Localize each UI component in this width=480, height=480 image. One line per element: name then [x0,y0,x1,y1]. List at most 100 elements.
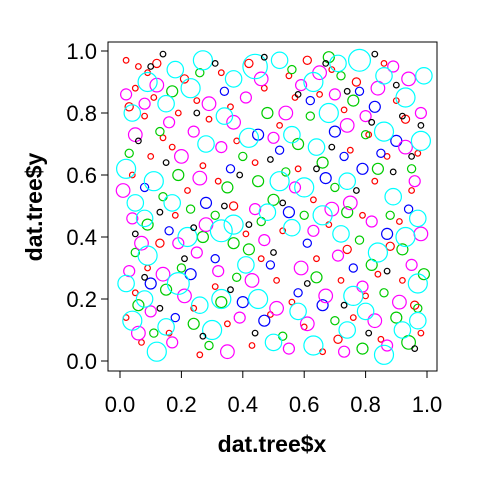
scatter-point [245,221,253,229]
scatter-point [399,112,406,120]
scatter-point [147,152,155,160]
y-tick-label: 0.6 [66,163,97,188]
scatter-point [242,243,255,256]
x-axis: 0.0 0.2 0.4 0.6 0.8 1.0 [105,370,442,417]
scatter-point [258,234,271,247]
scatter-point [385,210,395,220]
scatter-point [122,56,130,64]
scatter-point [270,249,277,256]
scatter-point [236,296,249,309]
scatter-point [117,274,135,293]
scatter-point [157,318,175,336]
scatter-point [258,203,277,221]
scatter-point [239,91,252,104]
scatter-point [166,336,179,349]
scatter-point [170,312,180,323]
scatter-point [138,97,151,110]
scatter-point [305,95,315,106]
scatter-point [288,181,302,194]
scatter-point [171,211,179,219]
scatter-point [303,335,324,356]
scatter-point [328,125,341,138]
scatter-point [371,50,379,58]
scatter-point [401,71,417,87]
scatter-point [383,267,391,275]
scatter-point [414,106,427,120]
scatter-point [123,104,142,122]
scatter-point [211,60,219,67]
scatter-point [392,81,400,89]
scatter-point [356,342,369,355]
scatter-point [376,148,386,158]
scatter-point [144,277,157,290]
scatter-point [119,88,133,101]
scatter-point [220,202,228,210]
scatter-point [202,319,223,341]
scatter-point [134,137,142,145]
y-tick-label: 0.4 [66,225,97,250]
y-tick-label: 0.0 [66,349,97,374]
scatter-point [141,218,154,231]
scatter-point [236,171,244,179]
x-tick-label: 0.0 [105,392,136,417]
scatter-point [130,247,140,258]
scatter-point [187,317,200,330]
scatter-point [177,288,192,304]
scatter-point [373,121,395,142]
scatter-point [282,342,295,355]
scatter-point [348,48,372,72]
scatter-point [278,105,294,121]
scatter-point [210,254,220,264]
scatter-point [238,151,248,162]
scatter-point [195,67,205,78]
scatter-point [214,177,222,185]
scatter-point [242,230,250,238]
scatter-point [269,171,290,192]
scatter-point [176,263,187,273]
scatter-point [231,272,242,282]
scatter-point [163,116,176,129]
scatter-point [330,316,340,326]
scatter-point [223,320,231,328]
scatter-point [190,224,198,232]
scatter-point [368,100,381,113]
scatter-point [199,162,207,170]
scatter-point [219,344,235,360]
scatter-point [354,86,365,97]
scatter-point [173,148,189,164]
scatter-point [197,135,215,153]
scatter-point [395,226,416,248]
scatter-point [181,255,188,263]
scatter-point [294,177,315,198]
x-axis-title: dat.tree$x [218,431,327,457]
scatter-point [211,283,219,291]
scatter-point [406,164,417,174]
scatter-point [166,85,179,98]
scatter-point [237,256,255,274]
scatter-point [375,67,393,85]
scatter-point [343,285,364,306]
scatter-point [264,333,283,352]
scatter-point [137,245,158,266]
scatter-point [143,171,164,192]
scatter-point [411,345,419,353]
scatter-point [267,131,280,144]
scatter-point [398,139,413,155]
scatter-point [215,141,228,154]
scatter-point [177,226,198,248]
scatter-point [384,187,402,206]
scatter-point [294,90,302,98]
scatter-point [307,224,320,237]
scatter-point [318,288,334,304]
scatter-point [205,115,213,123]
scatter-point [408,311,427,330]
scatter-point [336,71,346,81]
scatter-point [155,266,171,282]
scatter-point [190,246,203,259]
points-layer [115,48,433,365]
scatter-point [187,125,200,138]
scatter-point [226,114,242,130]
scatter-point [242,53,268,80]
scatter-point [130,325,146,341]
scatter-point [124,148,134,158]
